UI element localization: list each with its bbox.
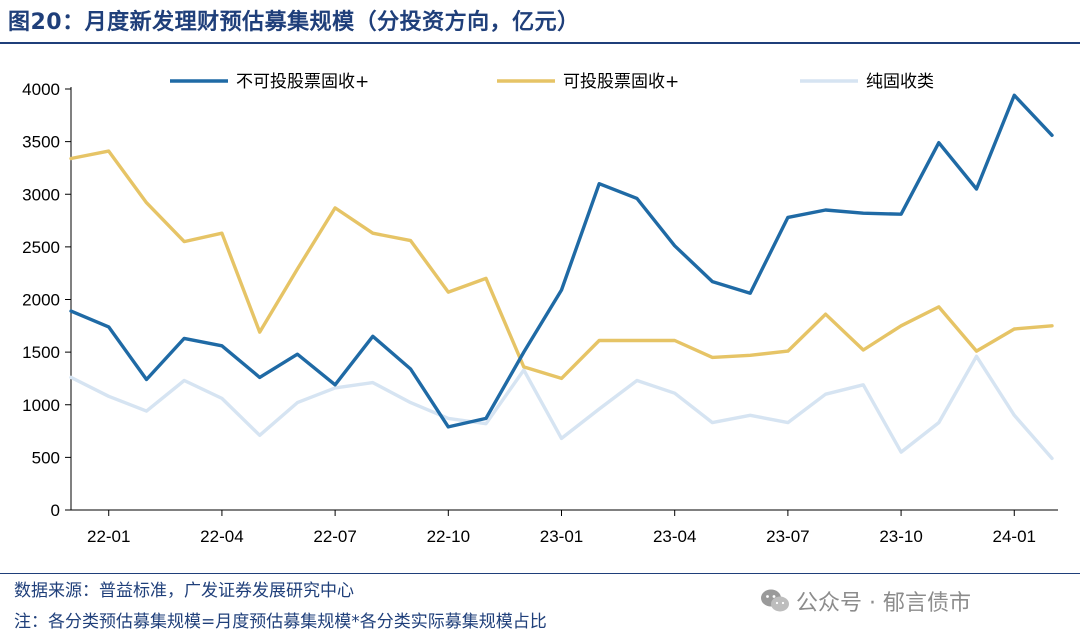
watermark-text: 公众号 · 郁言债市 xyxy=(796,591,971,616)
footer-divider xyxy=(0,573,1080,574)
series-line-0 xyxy=(69,93,1054,429)
legend-label-0: 不可投股票固收+ xyxy=(236,72,369,92)
chart-legend: 不可投股票固收+ 可投股票固收+ 纯固收类 xyxy=(170,72,934,92)
y-axis-ticks: 0 500 1000 1500 2000 2500 3000 3500 4000 xyxy=(22,80,71,520)
x-tick-label: 23-04 xyxy=(653,527,696,546)
source-note: 数据来源：普益标准，广发证券发展研究中心 xyxy=(14,581,354,601)
x-axis-ticks: 22-01 22-04 22-07 22-10 23-01 23-04 23-07 23-10… xyxy=(87,510,1036,546)
series-line-1 xyxy=(69,149,1054,381)
page-title: 图20：月度新发理财预估募集规模（分投资方向，亿元） xyxy=(8,10,580,35)
legend-label-1: 可投股票固收+ xyxy=(563,72,679,92)
formula-note: 注：各分类预估募集规模=月度预估募集规模*各分类实际募集规模占比 xyxy=(14,612,547,632)
x-tick-label: 22-04 xyxy=(200,527,243,546)
chart-series xyxy=(69,93,1054,461)
y-tick-label: 2000 xyxy=(22,291,60,310)
y-tick-label: 2500 xyxy=(22,238,60,257)
x-tick-label: 22-07 xyxy=(313,527,356,546)
x-tick-label: 23-10 xyxy=(879,527,922,546)
y-tick-label: 500 xyxy=(32,448,60,467)
y-tick-label: 3500 xyxy=(22,133,60,152)
legend-label-2: 纯固收类 xyxy=(866,72,934,92)
y-tick-label: 1500 xyxy=(22,343,60,362)
x-tick-label: 22-10 xyxy=(427,527,470,546)
x-tick-label: 24-01 xyxy=(993,527,1036,546)
x-tick-label: 23-01 xyxy=(540,527,583,546)
x-tick-label: 22-01 xyxy=(87,527,130,546)
series-line-2 xyxy=(69,354,1054,461)
watermark: 公众号 · 郁言债市 xyxy=(760,585,971,617)
wechat-icon xyxy=(761,589,789,612)
y-tick-label: 0 xyxy=(51,501,60,520)
x-tick-label: 23-07 xyxy=(766,527,809,546)
y-tick-label: 3000 xyxy=(22,185,60,204)
y-tick-label: 4000 xyxy=(22,80,60,99)
y-tick-label: 1000 xyxy=(22,396,60,415)
title-divider xyxy=(0,42,1080,44)
